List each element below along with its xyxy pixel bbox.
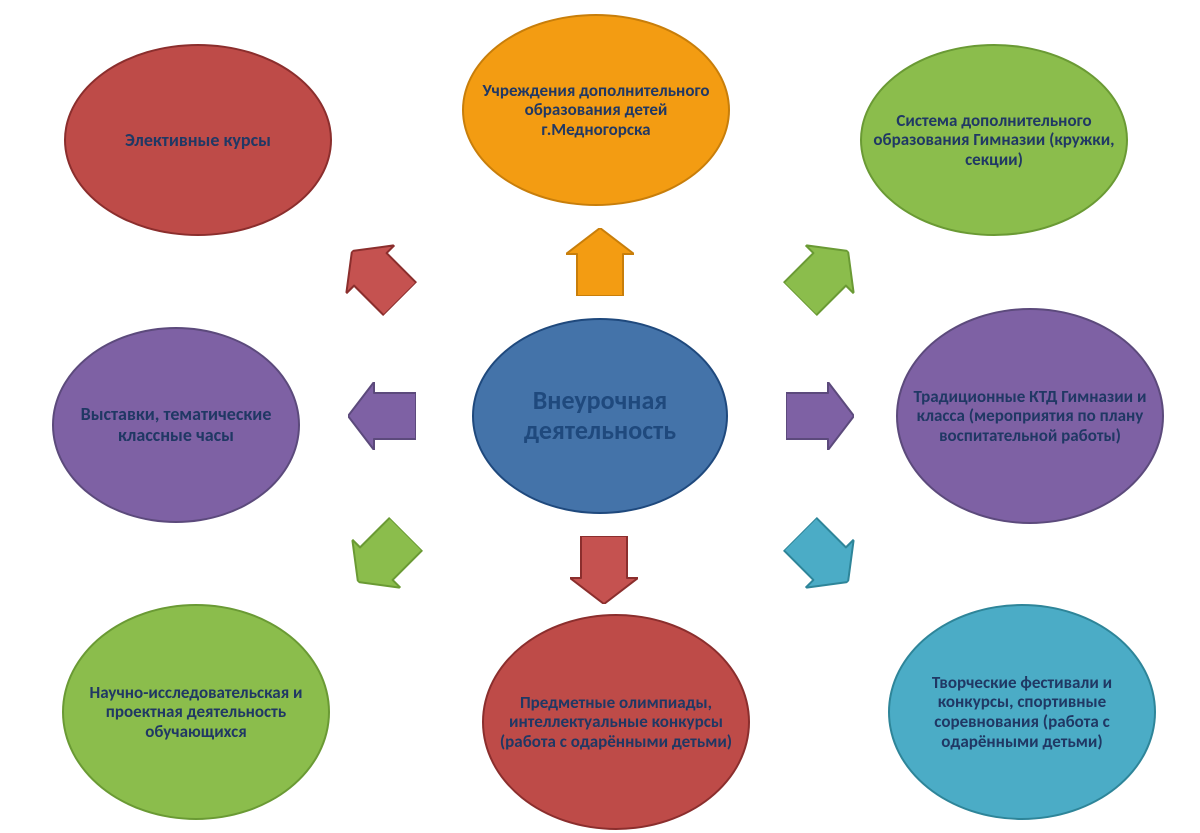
- arrow-olympiads: [570, 536, 638, 604]
- node-creative: Творческие фестивали и конкурсы, спортив…: [888, 604, 1156, 820]
- node-label-system: Система дополнительного образования Гимн…: [862, 111, 1126, 170]
- arrow-creative: [776, 510, 872, 606]
- arrow-institutions: [566, 228, 634, 296]
- node-research: Научно-исследовательская и проектная дея…: [62, 604, 330, 820]
- node-label-exhibitions: Выставки, тематические классные часы: [54, 404, 298, 445]
- arrow-system: [776, 227, 872, 323]
- node-label-institutions: Учреждения дополнительного образования д…: [464, 81, 728, 140]
- node-label-creative: Творческие фестивали и конкурсы, спортив…: [890, 673, 1154, 751]
- node-label-elective: Элективные курсы: [115, 130, 281, 151]
- node-label-research: Научно-исследовательская и проектная дея…: [64, 683, 328, 742]
- node-institutions: Учреждения дополнительного образования д…: [462, 14, 730, 206]
- center-node: Внеурочная деятельность: [472, 318, 728, 514]
- node-olympiads: Предметные олимпиады, интеллектуальные к…: [482, 614, 750, 830]
- node-elective: Элективные курсы: [64, 44, 332, 236]
- node-traditional: Традиционные КТД Гимназии и класса (меро…: [896, 308, 1164, 524]
- radial-diagram: Внеурочная деятельность Элективные курсы У…: [0, 0, 1200, 833]
- node-exhibitions: Выставки, тематические классные часы: [52, 327, 300, 523]
- arrow-traditional: [786, 382, 854, 450]
- arrow-exhibitions: [348, 382, 416, 450]
- arrow-research: [334, 510, 430, 606]
- node-system: Система дополнительного образования Гимн…: [860, 44, 1128, 236]
- arrow-elective: [328, 227, 424, 323]
- center-label: Внеурочная деятельность: [474, 386, 726, 446]
- node-label-traditional: Традиционные КТД Гимназии и класса (меро…: [898, 387, 1162, 446]
- node-label-olympiads: Предметные олимпиады, интеллектуальные к…: [484, 693, 748, 752]
